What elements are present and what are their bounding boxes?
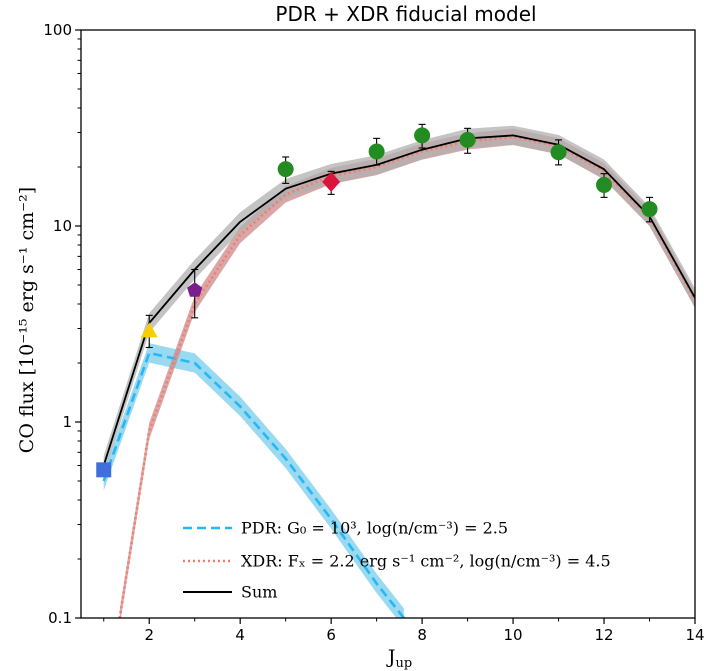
plot-layer bbox=[80, 29, 696, 619]
y-tick-label: 100 bbox=[43, 21, 72, 39]
observation-point-1 bbox=[96, 462, 112, 478]
observation-point-9 bbox=[550, 139, 567, 166]
legend: PDR: G₀ = 10³, log(n/cm⁻³) = 2.5 XDR: Fₓ … bbox=[183, 519, 611, 602]
x-tick-label: 10 bbox=[504, 626, 523, 644]
legend-sum-label: Sum bbox=[241, 583, 277, 602]
x-tick-label: 14 bbox=[685, 626, 704, 644]
legend-xdr-label: XDR: Fₓ = 2.2 erg s⁻¹ cm⁻², log(n/cm⁻³) … bbox=[241, 552, 611, 571]
circle-marker bbox=[550, 144, 567, 161]
y-tick-label: 10 bbox=[53, 217, 72, 235]
x-axis-label-main: J bbox=[386, 646, 396, 668]
circle-marker bbox=[596, 176, 613, 193]
y-axis-label-group: CO flux [10⁻¹⁵ erg s⁻¹ cm⁻²] bbox=[16, 187, 38, 453]
y-tick-label: 1 bbox=[62, 413, 72, 431]
circle-marker bbox=[277, 161, 294, 178]
legend-pdr-label: PDR: G₀ = 10³, log(n/cm⁻³) = 2.5 bbox=[241, 519, 508, 538]
x-tick-label: 8 bbox=[417, 626, 427, 644]
observation-point-7 bbox=[414, 123, 431, 149]
pdr-line bbox=[102, 351, 405, 618]
observation-point-11 bbox=[641, 196, 658, 223]
x-tick-label: 6 bbox=[326, 626, 336, 644]
observation-point-3 bbox=[187, 268, 203, 319]
y-axis-label: CO flux [10⁻¹⁵ erg s⁻¹ cm⁻²] bbox=[16, 187, 38, 453]
x-tick-label: 4 bbox=[235, 626, 245, 644]
chart-title: PDR + XDR fiducial model bbox=[275, 2, 536, 26]
observation-point-2 bbox=[140, 314, 158, 349]
circle-marker bbox=[641, 201, 658, 218]
x-axis-label: Jup bbox=[386, 646, 412, 671]
diamond-marker bbox=[322, 171, 341, 192]
x-tick-label: 2 bbox=[144, 626, 154, 644]
plot-area bbox=[96, 123, 695, 618]
observation-point-6 bbox=[368, 137, 385, 166]
sum-line bbox=[102, 134, 695, 466]
triangle-marker bbox=[140, 322, 158, 338]
observation-point-8 bbox=[459, 127, 476, 154]
x-axis-label-subscript: up bbox=[395, 656, 412, 671]
observation-point-4 bbox=[277, 156, 294, 184]
circle-marker bbox=[414, 127, 431, 144]
plot-frame bbox=[80, 29, 696, 619]
y-tick-label: 0.1 bbox=[48, 609, 72, 627]
circle-marker bbox=[368, 143, 385, 160]
pentagon-marker bbox=[187, 282, 203, 297]
circle-marker bbox=[459, 131, 476, 148]
x-tick-label: 12 bbox=[594, 626, 613, 644]
observation-point-5 bbox=[322, 170, 341, 195]
square-marker bbox=[96, 462, 112, 478]
observation-point-10 bbox=[596, 173, 613, 198]
tick-layer: 2 4 6 8 10 12 14 0.1 1 10 100 bbox=[43, 21, 704, 644]
